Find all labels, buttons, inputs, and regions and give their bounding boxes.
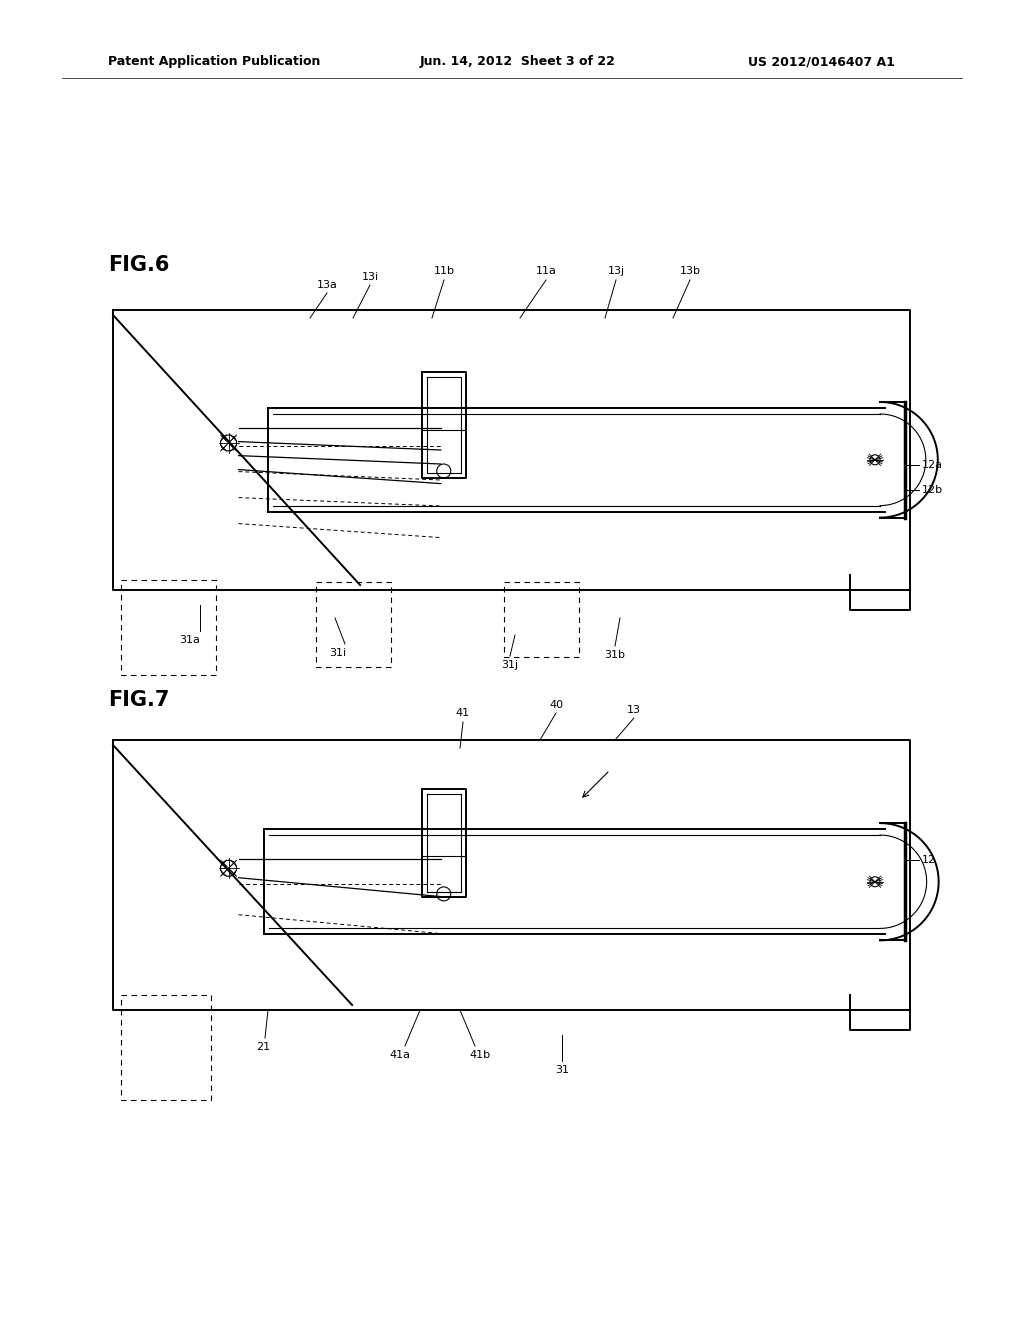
Text: 11b: 11b	[433, 267, 455, 276]
Text: 31b: 31b	[604, 649, 626, 660]
Text: 12: 12	[922, 855, 936, 865]
Text: 12a: 12a	[922, 459, 943, 470]
Text: US 2012/0146407 A1: US 2012/0146407 A1	[748, 55, 895, 69]
Text: 31i: 31i	[330, 648, 346, 657]
Text: 31j: 31j	[502, 660, 518, 671]
Text: Patent Application Publication: Patent Application Publication	[108, 55, 321, 69]
Text: 12b: 12b	[922, 484, 943, 495]
Text: 13b: 13b	[680, 267, 700, 276]
Text: 21: 21	[256, 1041, 270, 1052]
Text: 40: 40	[549, 700, 563, 710]
Text: FIG.6: FIG.6	[108, 255, 169, 275]
Text: 31a: 31a	[179, 635, 201, 645]
Text: FIG.7: FIG.7	[108, 690, 169, 710]
Text: 11a: 11a	[536, 267, 556, 276]
Text: 41a: 41a	[389, 1049, 411, 1060]
Text: 13a: 13a	[316, 280, 338, 290]
Text: 31: 31	[555, 1065, 569, 1074]
Text: 13j: 13j	[607, 267, 625, 276]
Text: 41: 41	[456, 708, 470, 718]
Text: 41b: 41b	[469, 1049, 490, 1060]
Text: Jun. 14, 2012  Sheet 3 of 22: Jun. 14, 2012 Sheet 3 of 22	[420, 55, 615, 69]
Text: 13: 13	[627, 705, 641, 715]
Text: 13i: 13i	[361, 272, 379, 282]
